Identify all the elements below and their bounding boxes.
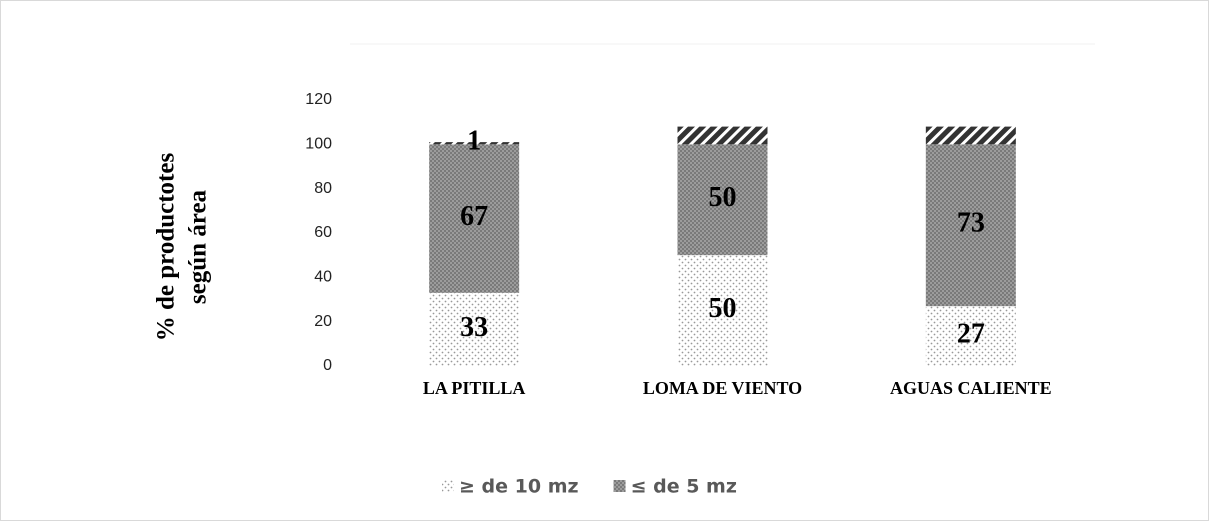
data-label: 27	[957, 318, 985, 349]
y-tick-label: 20	[314, 313, 332, 330]
y-axis-label: % de productotes	[153, 153, 180, 342]
x-tick-label: LOMA DE VIENTO	[643, 378, 802, 398]
bar-segment	[925, 306, 1016, 366]
x-tick-label: LA PITILLA	[423, 378, 526, 398]
y-tick-label: 40	[314, 269, 332, 286]
data-label: 67	[460, 201, 488, 232]
data-label: 33	[460, 312, 488, 343]
x-tick-label: AGUAS CALIENTE	[890, 378, 1052, 398]
data-label: 50	[709, 293, 737, 324]
y-axis-label: según área	[185, 189, 212, 304]
bar-segment	[677, 126, 768, 145]
legend-label: ≤ de 5 mz	[631, 476, 737, 498]
y-tick-label: 0	[323, 357, 332, 374]
y-tick-label: 60	[314, 224, 332, 241]
bar-segment	[677, 255, 768, 366]
y-tick-label: 120	[305, 91, 332, 108]
bar-segment	[925, 126, 1016, 145]
legend-swatch	[442, 480, 454, 492]
bar-segment	[429, 292, 520, 366]
bar-segment	[677, 144, 768, 256]
data-label: 50	[709, 182, 737, 213]
y-tick-label: 80	[314, 180, 332, 197]
legend-swatch	[613, 480, 626, 492]
bar-segment	[429, 144, 520, 293]
y-tick-label: 100	[305, 136, 332, 153]
bar-segment	[429, 142, 520, 145]
data-label: 73	[957, 208, 985, 239]
data-label: 1	[467, 126, 481, 157]
legend-label: ≥ de 10 mz	[459, 476, 579, 498]
bar-segment	[925, 144, 1016, 307]
